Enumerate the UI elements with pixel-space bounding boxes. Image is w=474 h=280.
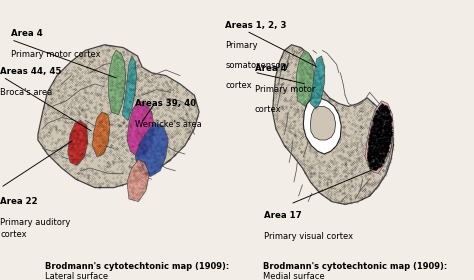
Text: Primary auditory
cortex: Primary auditory cortex (0, 218, 71, 239)
Text: Brodmann's cytotechtonic map (1909):: Brodmann's cytotechtonic map (1909): (45, 262, 229, 271)
Text: Area 4: Area 4 (11, 29, 43, 38)
Polygon shape (365, 101, 393, 174)
Polygon shape (92, 112, 110, 157)
Polygon shape (127, 101, 154, 157)
Polygon shape (367, 104, 392, 171)
Polygon shape (127, 160, 149, 202)
Text: Primary: Primary (225, 41, 258, 50)
Text: Area 4: Area 4 (255, 64, 286, 73)
Polygon shape (310, 106, 336, 140)
Text: Area 17: Area 17 (264, 211, 302, 220)
Text: Medial surface: Medial surface (263, 272, 325, 280)
Polygon shape (108, 50, 126, 115)
Text: cortex: cortex (225, 81, 252, 90)
Text: somatosensory: somatosensory (225, 61, 289, 70)
Polygon shape (310, 56, 325, 109)
Polygon shape (303, 98, 341, 154)
Text: Brodmann's cytotechtonic map (1909):: Brodmann's cytotechtonic map (1909): (263, 262, 447, 271)
Text: Primary visual cortex: Primary visual cortex (264, 232, 354, 241)
Polygon shape (135, 123, 168, 176)
Text: Primary motor cortex: Primary motor cortex (11, 50, 101, 59)
Polygon shape (273, 45, 393, 204)
Text: Primary motor: Primary motor (255, 85, 315, 94)
Polygon shape (68, 120, 88, 165)
Text: Lateral surface: Lateral surface (45, 272, 108, 280)
Polygon shape (38, 45, 199, 188)
Text: Area 22: Area 22 (0, 197, 38, 206)
Text: Broca's area: Broca's area (0, 88, 53, 97)
Polygon shape (122, 56, 137, 120)
Polygon shape (296, 50, 314, 106)
Text: Wernicke's area: Wernicke's area (135, 120, 201, 129)
Text: cortex: cortex (255, 105, 281, 114)
Text: Areas 44, 45: Areas 44, 45 (0, 67, 62, 76)
Text: Areas 39, 40: Areas 39, 40 (135, 99, 196, 108)
Text: Areas 1, 2, 3: Areas 1, 2, 3 (225, 21, 287, 30)
